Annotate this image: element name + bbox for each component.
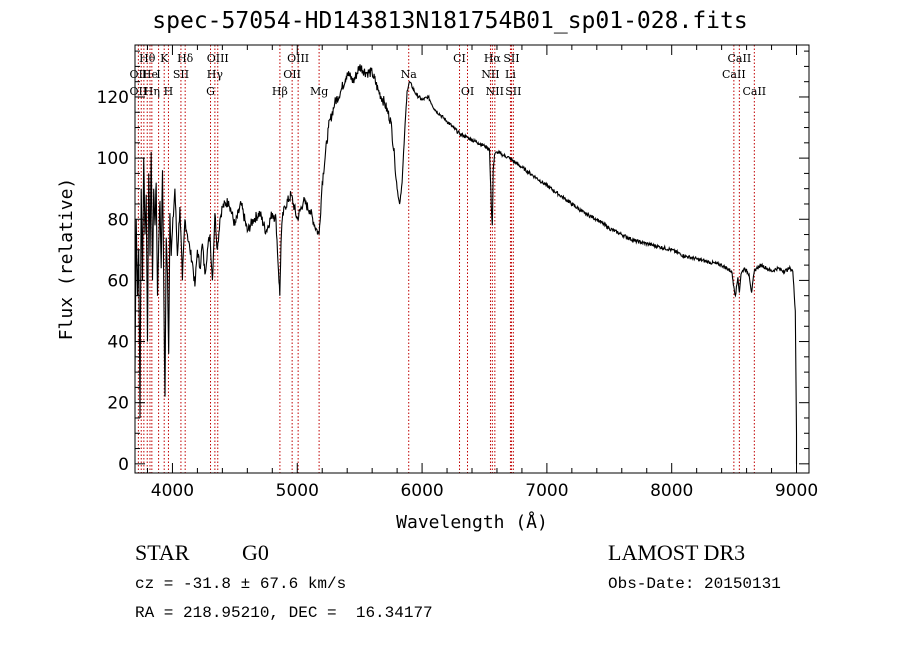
y-tick-label: 120 [97,88,129,108]
marker-label: NII [486,85,504,98]
marker-label: Mg [310,85,328,98]
marker-label: CaII [722,68,746,81]
marker-label: SII [505,85,521,98]
plot-frame [134,44,810,474]
spectral-subclass: G0 [242,540,269,565]
axis-ticks: 4000 5000 6000 7000 8000 9000 0 20 40 60 80 100 120 [97,45,818,501]
y-axis-label: Flux (relative) [56,178,77,341]
marker-label: OIII [207,52,229,65]
marker-label: CI [453,52,466,65]
marker-label: SII [503,52,519,65]
spectrum-line [134,64,798,464]
marker-label: Hα [484,52,502,65]
marker-label: G [206,85,215,98]
marker-label: Hη [144,85,160,98]
y-tick-label: 80 [107,210,129,230]
marker-label: H [164,85,174,98]
x-tick-label: 8000 [650,481,693,501]
y-tick-label: 40 [107,333,129,353]
x-tick-label: 5000 [276,481,319,501]
marker-label: NII [481,68,499,81]
x-tick-label: 6000 [400,481,443,501]
marker-label: OI [461,85,474,98]
x-tick-label: 4000 [151,481,194,501]
x-axis-label: Wavelength (Å) [396,511,548,533]
marker-label: Li [505,68,516,81]
survey-name: LAMOST DR3 [608,540,746,565]
marker-label: He [142,68,158,81]
y-tick-label: 20 [107,394,129,414]
marker-label: OII [283,68,301,81]
marker-label: CaII [728,52,752,65]
marker-label: I [156,68,160,81]
y-tick-label: 100 [97,149,129,169]
marker-label: Hθ [139,52,156,65]
velocity-readout: cz = -31.8 ± 67.6 km/s [135,575,347,593]
y-tick-label: 0 [118,455,129,475]
marker-label: Hβ [272,85,288,98]
marker-label: K [160,52,169,65]
marker-label: OII [130,85,148,98]
marker-label: OII [130,68,148,81]
marker-label: Hγ [207,68,224,81]
y-tick-label: 60 [107,271,129,291]
x-tick-label: 7000 [525,481,568,501]
marker-label: Hδ [177,52,194,65]
object-class: STAR [135,540,190,565]
marker-lines [137,45,755,473]
marker-label: CaII [742,85,766,98]
obs-date: Obs-Date: 20150131 [608,575,781,593]
marker-label: Na [401,68,418,81]
x-tick-label: 9000 [775,481,818,501]
chart-title: spec-57054-HD143813N181754B01_sp01-028.f… [152,8,748,34]
marker-label: SII [173,68,189,81]
marker-label: OIII [287,52,309,65]
coordinates: RA = 218.95210, DEC = 16.34177 [135,604,433,622]
